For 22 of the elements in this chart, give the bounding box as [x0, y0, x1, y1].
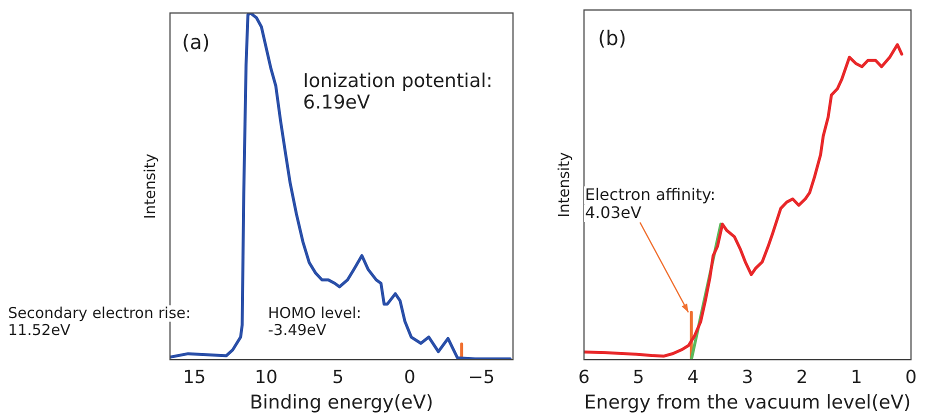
x-tick-label: 10	[254, 367, 278, 388]
x-tick-label: 2	[796, 367, 808, 388]
x-tick-label: 0	[905, 367, 917, 388]
y-axis-title: Intensity	[554, 152, 573, 218]
annotation: Ionization potential: 6.19eV	[303, 70, 493, 114]
y-axis-title: Intensity	[140, 154, 159, 219]
x-tick-label: 5	[632, 367, 644, 388]
x-tick-label: 15	[182, 367, 206, 388]
x-tick-label: 0	[404, 367, 416, 388]
annotation: HOMO level: -3.49eV	[268, 304, 362, 339]
x-tick-label: 3	[742, 367, 754, 388]
text: (a)	[182, 30, 210, 54]
x-tick-label: −5	[468, 367, 495, 388]
x-tick-label: 5	[332, 367, 344, 388]
annotation: Electron affinity: 4.03eV	[585, 185, 716, 222]
x-tick-label: 1	[850, 367, 862, 388]
x-axis-title: Energy from the vacuum level(eV)	[584, 392, 911, 414]
x-axis-title: Binding energy(eV)	[250, 392, 434, 414]
x-tick-label: 4	[687, 367, 699, 388]
x-tick-label: 6	[578, 367, 590, 388]
chart-title: (b)	[598, 26, 626, 50]
annotation: Secondary electron rise: 11.52eV	[8, 304, 191, 339]
